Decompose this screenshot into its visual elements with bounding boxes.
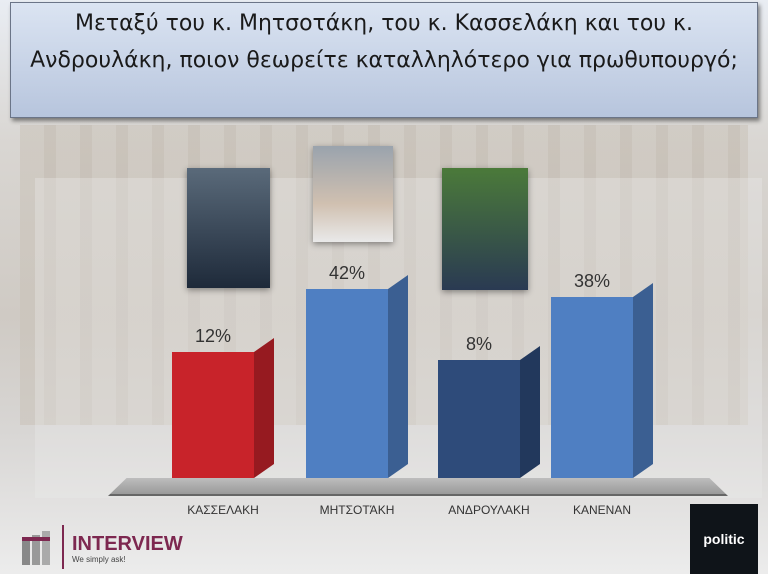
category-label: ΚΑΝΕΝΑΝ <box>572 503 631 517</box>
interview-logo-icon <box>20 525 66 574</box>
bar-2 <box>438 346 540 478</box>
photo-mitsotakis <box>313 146 393 242</box>
bar-side <box>633 283 653 478</box>
data-label: 12% <box>194 326 232 346</box>
interview-tagline: We simply ask! <box>72 555 126 564</box>
data-label: 38% <box>573 271 611 292</box>
bar-1 <box>306 274 408 478</box>
category-label: ΜΗΤΣΟΤΆΚΗ <box>319 503 395 517</box>
category-label: ΚΑΣΣΕΛΑΚΗ <box>187 503 259 517</box>
category-label: ΑΝΔΡΟΥΛΑΚΗ <box>448 503 530 517</box>
data-label: 8% <box>465 334 492 355</box>
chart-floor <box>108 478 728 496</box>
bar-side <box>254 337 274 478</box>
interview-brand: INTERVIEW <box>72 533 183 555</box>
bar-0 <box>172 337 274 478</box>
data-label: 42% <box>328 263 366 283</box>
bar-side <box>388 274 408 478</box>
bar-3 <box>551 283 653 478</box>
politic-logo: politic <box>690 504 758 574</box>
chart-title: Μεταξύ του κ. Μητσοτάκη, του κ. Κασσελάκ… <box>10 2 758 118</box>
photo-androulakis <box>442 168 528 290</box>
photo-kasselakis <box>187 168 270 288</box>
bar-side <box>520 346 540 478</box>
